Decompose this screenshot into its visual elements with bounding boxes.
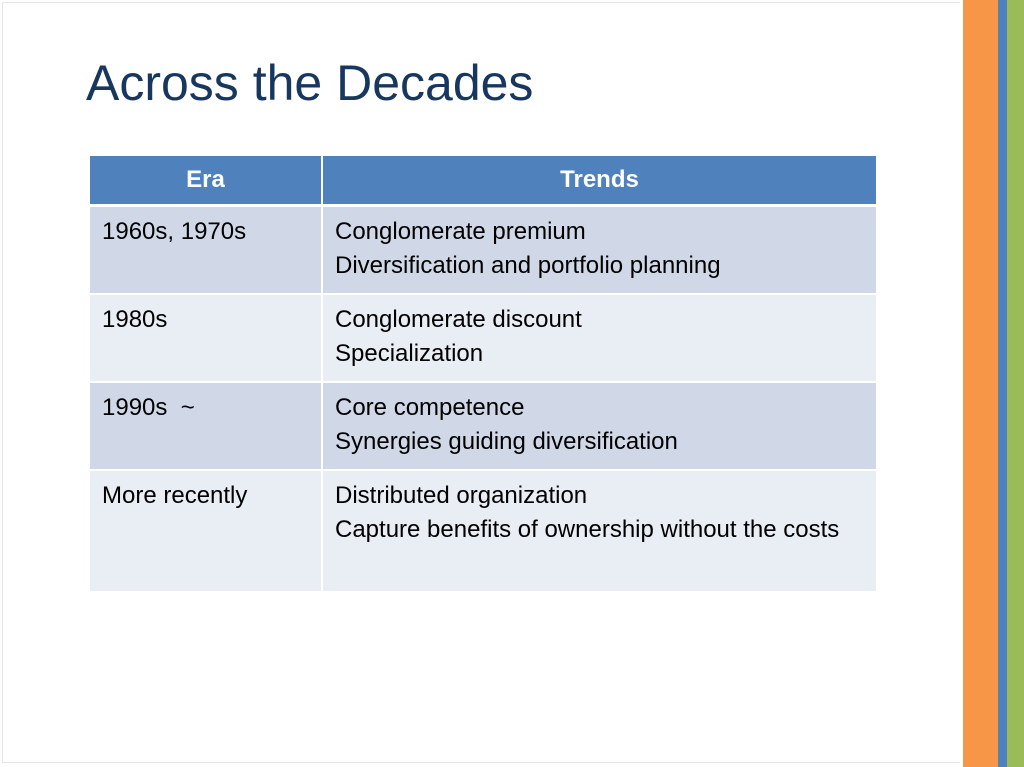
eras-trends-table: Era Trends 1960s, 1970s Conglomerate pre…	[90, 156, 876, 593]
green-accent-stripe	[1007, 0, 1024, 767]
trends-cell: Conglomerate discount Specialization	[322, 294, 876, 383]
trend-item: Capture benefits of ownership without th…	[335, 516, 840, 543]
era-cell: More recently	[90, 470, 323, 593]
table-header-row: Era Trends	[90, 156, 876, 207]
trend-item: Conglomerate premium	[335, 218, 586, 245]
trends-cell: Conglomerate premium Diversification and…	[322, 205, 876, 295]
blue-accent-stripe	[998, 0, 1007, 767]
trend-item: Synergies guiding diversification	[335, 428, 678, 455]
trend-item: Core competence	[335, 394, 525, 421]
slide-frame	[2, 2, 960, 763]
trend-item: Conglomerate discount	[335, 306, 582, 333]
era-cell: 1960s, 1970s	[90, 205, 323, 295]
trend-item: Diversification and portfolio planning	[335, 252, 721, 279]
trend-item: Specialization	[335, 340, 484, 367]
table-row: 1960s, 1970s Conglomerate premium Divers…	[90, 205, 876, 295]
era-cell: 1980s	[90, 294, 323, 383]
era-cell: 1990s ~	[90, 382, 323, 471]
table-row: 1990s ~ Core competence Synergies guidin…	[90, 382, 876, 471]
slide-title: Across the Decades	[86, 55, 534, 111]
header-era: Era	[90, 156, 323, 207]
table-row: More recently Distributed organization C…	[90, 470, 876, 593]
orange-accent-stripe	[963, 0, 998, 767]
table-row: 1980s Conglomerate discount Specializati…	[90, 294, 876, 383]
trends-cell: Distributed organization Capture benefit…	[322, 470, 876, 593]
header-trends: Trends	[322, 156, 876, 207]
trends-cell: Core competence Synergies guiding divers…	[322, 382, 876, 471]
trend-item: Distributed organization	[335, 482, 588, 509]
